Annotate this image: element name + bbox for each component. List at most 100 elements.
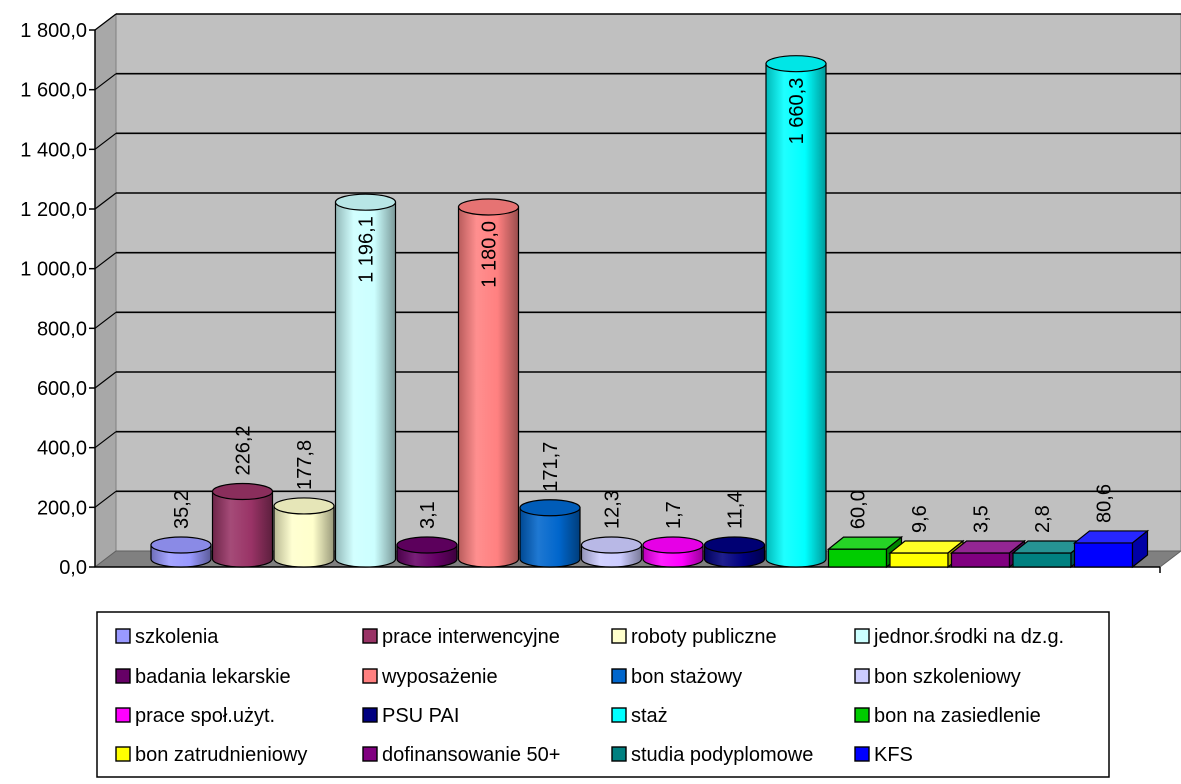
legend-label: PSU PAI bbox=[382, 705, 459, 727]
legend-swatch bbox=[362, 628, 378, 644]
y-tick-label: 600,0 bbox=[37, 378, 87, 400]
data-label: 1 196,1 bbox=[356, 216, 378, 283]
data-label: 12,3 bbox=[602, 490, 624, 529]
legend-item: roboty publiczne bbox=[611, 626, 777, 648]
legend-item: dofinansowanie 50+ bbox=[362, 744, 560, 766]
bar bbox=[703, 536, 766, 568]
legend-swatch bbox=[611, 668, 627, 684]
gridline-side bbox=[94, 371, 117, 389]
bar-top bbox=[334, 193, 397, 211]
y-tick-label: 400,0 bbox=[37, 438, 87, 460]
legend-swatch bbox=[854, 668, 870, 684]
bar-top bbox=[211, 482, 274, 501]
legend-item: studia podyplomowe bbox=[611, 744, 813, 766]
y-tick-label: 1 000,0 bbox=[20, 259, 87, 281]
legend-label: badania lekarskie bbox=[135, 666, 291, 688]
legend-item: bon stażowy bbox=[611, 666, 742, 688]
data-label: 177,8 bbox=[294, 440, 316, 490]
bar-top bbox=[580, 536, 643, 554]
bar bbox=[457, 198, 520, 568]
bar bbox=[765, 55, 827, 568]
data-label: 60,0 bbox=[848, 490, 870, 529]
legend-swatch bbox=[115, 707, 131, 723]
bar bbox=[273, 497, 335, 568]
legend-label: dofinansowanie 50+ bbox=[382, 744, 560, 766]
gridline-side bbox=[94, 13, 117, 31]
legend-item: KFS bbox=[854, 744, 913, 766]
bar-top bbox=[765, 55, 827, 73]
legend-item: wyposażenie bbox=[362, 666, 498, 688]
legend-item: jednor.środki na dz.g. bbox=[854, 626, 1064, 648]
y-tick-label: 1 600,0 bbox=[20, 80, 87, 102]
plot-walls bbox=[93, 12, 1181, 569]
bar bbox=[519, 499, 581, 568]
legend-swatch bbox=[362, 707, 378, 723]
y-tick-label: 1 800,0 bbox=[20, 20, 87, 42]
gridline-side bbox=[94, 73, 117, 91]
y-tick-label: 200,0 bbox=[37, 497, 87, 519]
legend-label: bon szkoleniowy bbox=[874, 666, 1021, 688]
data-label: 2,8 bbox=[1032, 505, 1054, 533]
bar-body bbox=[273, 505, 335, 568]
legend-label: bon stażowy bbox=[631, 666, 742, 688]
legend-swatch bbox=[854, 628, 870, 644]
data-label: 1,7 bbox=[663, 501, 685, 529]
legend-swatch bbox=[115, 628, 131, 644]
legend-swatch bbox=[115, 746, 131, 762]
gridline-side bbox=[94, 311, 117, 329]
bar-body bbox=[519, 507, 581, 568]
legend-swatch bbox=[611, 707, 627, 723]
data-labels: 35,2 226,2 177,8 1 196,1 3,1 1 180,0 171,7 12,3… bbox=[171, 78, 1116, 533]
bar-body bbox=[334, 201, 397, 568]
data-label: 80,6 bbox=[1094, 484, 1116, 523]
legend-label: studia podyplomowe bbox=[631, 744, 813, 766]
bar-side bbox=[1131, 529, 1149, 569]
y-tick-label: 1 200,0 bbox=[20, 199, 87, 221]
bar-front bbox=[827, 548, 888, 568]
legend-label: szkolenia bbox=[135, 626, 219, 648]
gridline-side bbox=[94, 431, 117, 449]
data-label: 9,6 bbox=[909, 505, 931, 533]
data-label: 3,5 bbox=[971, 505, 993, 533]
bar bbox=[642, 536, 704, 568]
legend-item: bon szkoleniowy bbox=[854, 666, 1021, 688]
bar-top bbox=[703, 536, 766, 554]
legend-label: bon na zasiedlenie bbox=[874, 705, 1041, 727]
bar-body bbox=[457, 206, 520, 568]
legend-label: wyposażenie bbox=[381, 666, 498, 688]
legend-item: prace społ.użyt. bbox=[115, 705, 275, 727]
bar-body bbox=[211, 490, 274, 568]
legend-swatch bbox=[611, 628, 627, 644]
side-wall bbox=[94, 12, 117, 569]
legend-item: staż bbox=[611, 705, 668, 727]
legend-label: jednor.środki na dz.g. bbox=[873, 626, 1064, 648]
data-label: 11,4 bbox=[725, 492, 747, 529]
bar-front bbox=[1073, 542, 1134, 568]
y-tick-label: 1 400,0 bbox=[20, 139, 87, 161]
y-tick-label: 800,0 bbox=[37, 318, 87, 340]
legend-item: bon zatrudnieniowy bbox=[115, 744, 307, 766]
data-label: 35,2 bbox=[171, 490, 193, 529]
bar bbox=[396, 536, 458, 568]
legend-label: KFS bbox=[874, 744, 913, 766]
bars bbox=[150, 55, 1150, 569]
bar-body bbox=[765, 63, 827, 568]
back-wall bbox=[115, 13, 1181, 552]
bar-front bbox=[889, 552, 949, 568]
legend-label: staż bbox=[631, 705, 668, 727]
bar bbox=[150, 536, 212, 568]
bar bbox=[334, 193, 397, 568]
legend: szkolenia prace interwencyjne roboty publi… bbox=[96, 611, 1110, 778]
data-label: 171,7 bbox=[540, 442, 562, 492]
legend-swatch bbox=[611, 746, 627, 762]
bar-top bbox=[150, 536, 212, 554]
data-label: 226,2 bbox=[233, 425, 255, 475]
data-label: 1 180,0 bbox=[479, 221, 501, 288]
gridline-side bbox=[94, 132, 117, 150]
legend-item: badania lekarskie bbox=[115, 666, 291, 688]
bar bbox=[211, 482, 274, 568]
legend-swatch bbox=[115, 668, 131, 684]
gridline-side bbox=[94, 192, 117, 210]
